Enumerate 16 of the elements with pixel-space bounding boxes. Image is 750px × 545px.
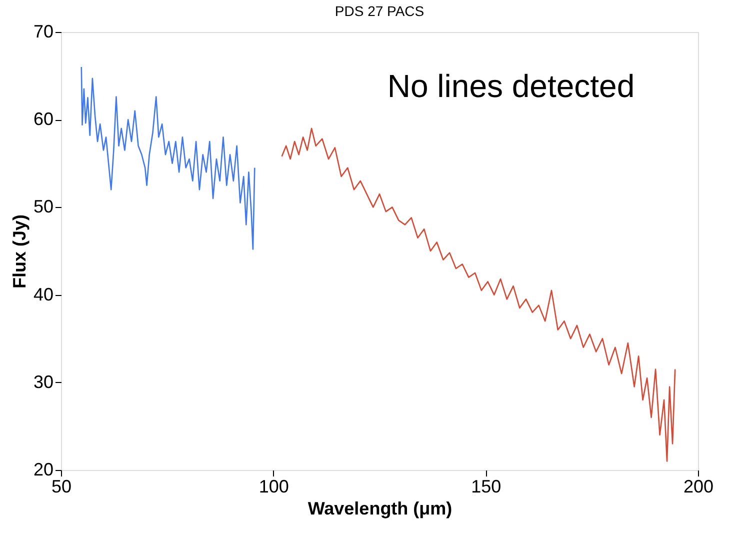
x-axis-title: Wavelength (μm) (308, 498, 452, 518)
line-series (80, 66, 256, 250)
y-tick-label: 60 (33, 109, 54, 130)
x-tick-label: 100 (258, 476, 289, 496)
y-tick-label: 50 (33, 196, 54, 217)
x-tick-label: 50 (51, 476, 72, 496)
y-tick-label: 20 (33, 460, 54, 480)
y-tick-label: 70 (33, 22, 54, 42)
x-tick-label: 200 (683, 476, 714, 496)
annotation: No lines detected (387, 68, 635, 104)
line-series (281, 128, 676, 462)
chart-title: PDS 27 PACS (334, 3, 424, 19)
y-tick-label: 40 (33, 284, 54, 304)
x-tick-label: 150 (471, 476, 502, 496)
y-axis-title: Flux (Jy) (9, 214, 30, 289)
y-tick-label: 30 (33, 372, 54, 392)
